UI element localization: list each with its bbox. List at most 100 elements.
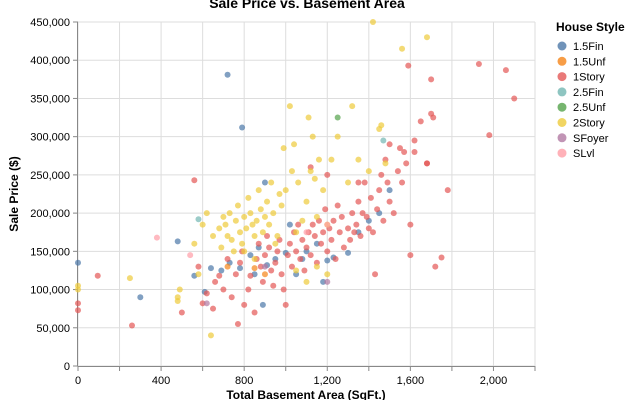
data-point-1-5fin: [324, 257, 331, 264]
data-point-1story: [432, 263, 439, 270]
data-point-2story: [423, 34, 430, 41]
data-point-1story: [199, 300, 206, 307]
data-point-1story: [411, 148, 418, 155]
data-point-2story: [305, 114, 312, 121]
data-point-2story: [313, 213, 320, 220]
data-point-1story: [234, 320, 241, 327]
data-point-2story: [399, 45, 406, 52]
data-point-2story: [243, 225, 250, 232]
data-point-2story: [299, 217, 306, 224]
y-tick-label: 100,000: [30, 285, 70, 297]
data-point-slvl: [153, 234, 160, 241]
data-point-1story: [257, 263, 264, 270]
data-point-1story: [232, 271, 239, 278]
data-point-2story: [207, 332, 214, 339]
data-point-1story: [324, 171, 331, 178]
data-point-1-5fin: [345, 249, 352, 256]
data-point-2story: [257, 206, 264, 213]
data-point-1story: [270, 282, 277, 289]
data-point-1story: [318, 240, 325, 247]
data-point-1story: [280, 286, 287, 293]
data-point-2story: [230, 248, 237, 255]
data-point-1story: [278, 271, 285, 278]
data-point-1story: [309, 221, 316, 228]
data-point-1-5fin: [237, 265, 244, 272]
data-point-slvl: [324, 221, 331, 228]
data-point-1story: [417, 118, 424, 125]
data-point-1story: [407, 252, 414, 259]
data-point-1story: [299, 236, 306, 243]
data-point-1story: [191, 177, 198, 184]
y-tick-label: 200,000: [30, 208, 70, 220]
data-point-2story: [365, 168, 372, 175]
data-point-2story: [241, 248, 248, 255]
data-point-1-5fin: [75, 259, 81, 266]
data-point-1story: [403, 160, 410, 167]
y-tick-label: 150,000: [30, 246, 70, 258]
data-point-2story: [239, 240, 246, 247]
data-point-2story: [216, 225, 223, 232]
data-point-1story: [284, 252, 291, 259]
data-point-1story: [332, 255, 339, 262]
data-point-2story: [276, 191, 283, 197]
data-point-2story: [268, 179, 275, 186]
data-point-1story: [355, 179, 362, 186]
data-point-1story: [340, 244, 347, 251]
data-point-2story: [174, 298, 181, 305]
data-point-2story: [293, 267, 300, 274]
data-point-1story: [376, 187, 383, 194]
data-point-2story: [234, 202, 241, 209]
data-point-sfoyer: [203, 300, 210, 307]
data-point-1story: [303, 244, 310, 251]
legend-symbol: [557, 41, 567, 51]
data-point-2story: [226, 210, 233, 217]
data-point-2story: [274, 233, 281, 240]
y-tick-label: 350,000: [30, 93, 70, 105]
data-point-2story: [307, 168, 314, 175]
data-point-2-5unf: [334, 114, 341, 121]
data-point-1story: [347, 236, 354, 243]
data-point-1story: [428, 76, 435, 83]
data-point-1story: [411, 137, 418, 144]
x-axis-title: Total Basement Area (SqFt.): [226, 388, 385, 400]
legend-label: 2.5Fin: [573, 87, 604, 99]
data-point-2story: [349, 103, 356, 110]
data-point-1story: [338, 213, 345, 220]
data-point-2story: [228, 236, 235, 243]
data-point-2story: [382, 160, 389, 167]
x-tick-label: 1,200: [314, 375, 342, 387]
legend-label: 1.5Fin: [573, 41, 604, 53]
data-point-1story: [407, 221, 414, 228]
data-point-2story: [222, 221, 229, 228]
data-point-2story: [199, 221, 206, 228]
data-point-2story: [313, 263, 320, 270]
legend-symbol: [557, 148, 567, 158]
legend-label: 1.5Unf: [573, 56, 606, 68]
data-point-2story: [210, 233, 217, 240]
data-point-2story: [324, 271, 331, 278]
data-point-1story: [307, 252, 314, 259]
data-point-1story: [247, 272, 254, 279]
data-point-2story: [249, 221, 256, 228]
data-point-1-5fin: [320, 278, 327, 285]
data-point-1-5unf: [261, 271, 268, 278]
data-point-2story: [232, 217, 239, 224]
data-point-1story: [361, 179, 368, 186]
data-point-1story: [282, 301, 289, 308]
data-points: [75, 19, 518, 339]
data-point-2story: [286, 103, 293, 110]
data-point-2story: [278, 202, 285, 209]
data-point-1story: [293, 248, 300, 255]
data-point-1story: [401, 148, 408, 155]
data-point-1story: [94, 272, 101, 279]
data-point-1story: [266, 244, 273, 251]
data-point-1story: [345, 225, 352, 232]
data-point-2story: [191, 240, 198, 247]
data-point-2story: [247, 210, 254, 217]
data-point-2story: [255, 187, 262, 194]
data-point-1story: [328, 236, 335, 243]
data-point-1-5fin: [247, 252, 254, 259]
data-point-1story: [363, 213, 370, 220]
data-point-1story: [324, 248, 331, 255]
data-point-2story: [355, 156, 362, 163]
